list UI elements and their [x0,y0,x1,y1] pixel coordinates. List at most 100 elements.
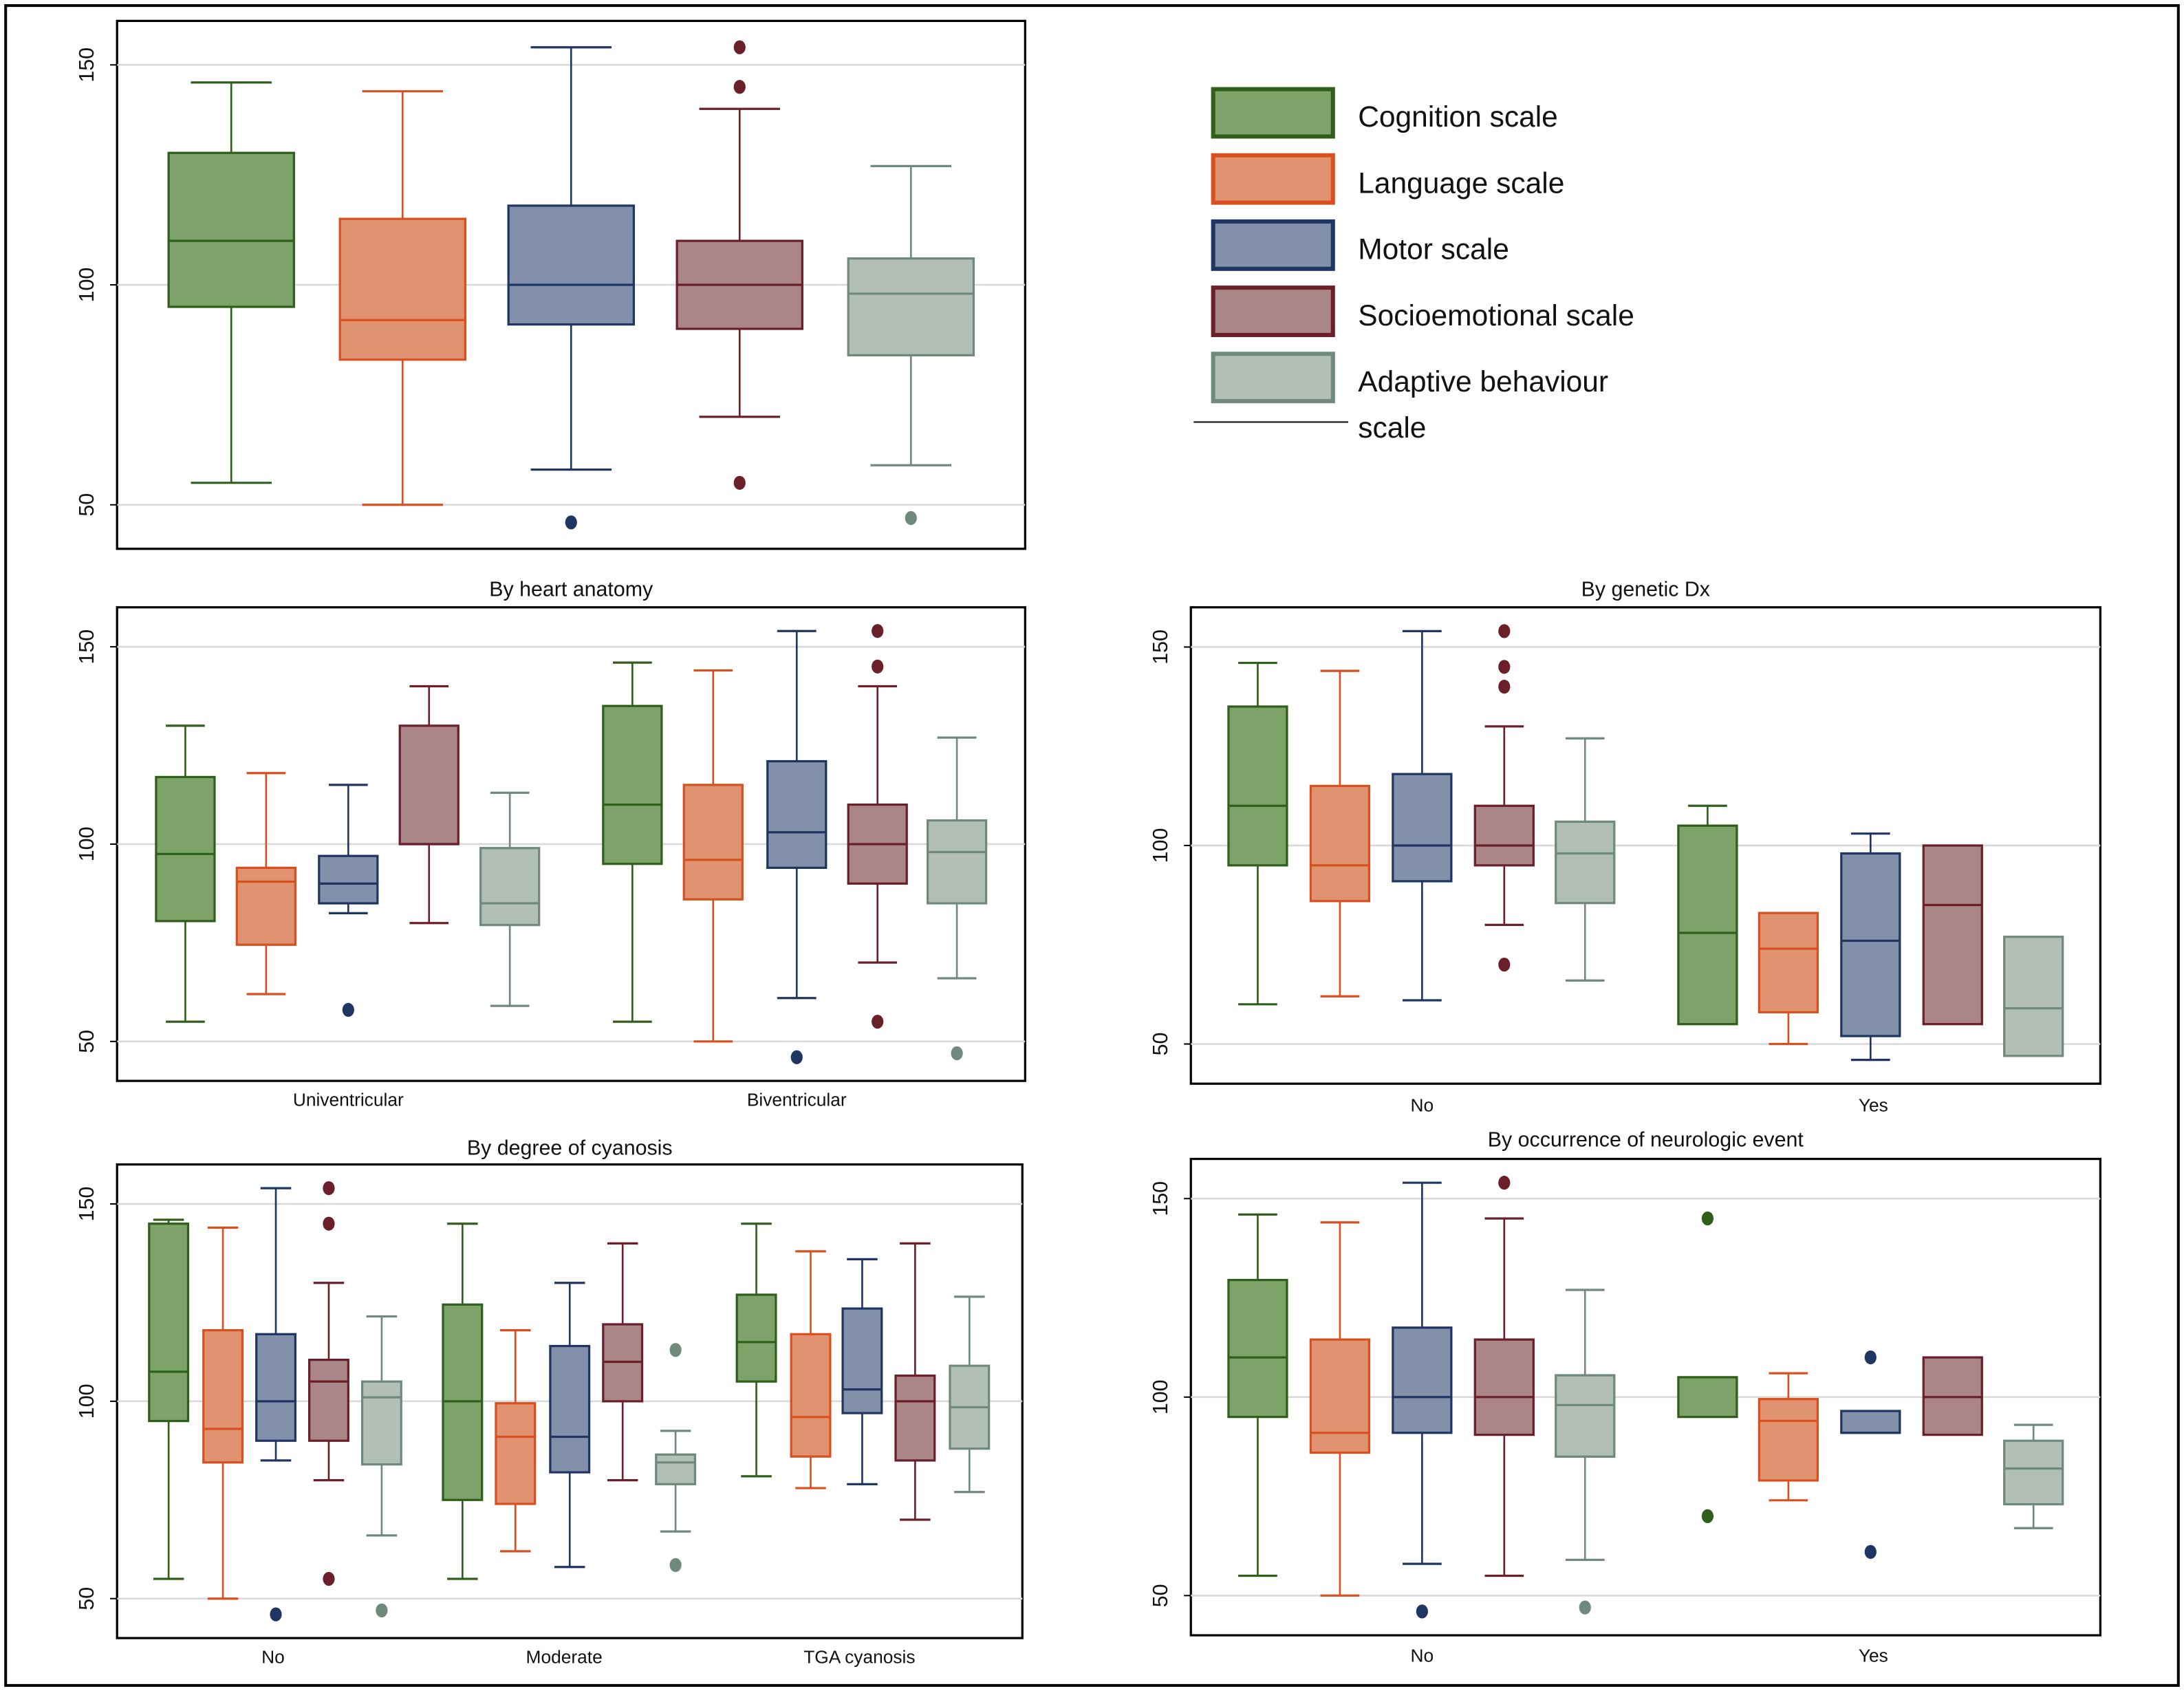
iqr-box [1309,784,1371,903]
iqr-box [1840,852,1901,1037]
box-language [790,1250,832,1489]
iqr-box [1309,1338,1371,1454]
x-tick-label: No [1411,1645,1434,1666]
box-cognition [148,1218,190,1580]
iqr-box [1758,912,1819,1013]
y-tick-label: 100 [1149,828,1172,863]
outlier-point [733,80,746,94]
y-tick-label: 50 [76,493,98,517]
box-socioemotional [1473,1176,1535,1577]
outlier-point [733,40,746,54]
box-adaptive [949,1295,991,1494]
box-cognition [442,1223,484,1580]
x-tick-label: Yes [1859,1095,1888,1116]
iqr-box [549,1344,591,1474]
box-socioemotional [675,40,803,490]
y-tick-label: 100 [76,827,98,862]
x-tick-label: Biventricular [747,1090,847,1110]
x-tick-label: No [261,1647,285,1668]
iqr-box [202,1328,244,1464]
y-tick-label: 150 [76,629,98,665]
outlier-point [1416,1604,1428,1619]
box-socioemotional [602,1242,644,1482]
outlier-point [733,475,746,490]
iqr-box [1922,844,1983,1026]
iqr-box [1555,1374,1616,1458]
panel-title: By genetic Dx [1581,579,1710,601]
iqr-box [2003,1439,2064,1506]
iqr-box [1473,1338,1535,1436]
legend-label: Socioemotional scale [1358,300,1634,332]
box-language [1309,669,1371,998]
y-tick-label: 100 [76,1384,98,1419]
box-socioemotional [1922,1356,1983,1436]
legend-swatch [1211,219,1335,271]
legend-label: Motor scale [1358,234,1509,266]
iqr-box [847,257,975,356]
iqr-box [255,1333,296,1442]
legend-swatch [1211,286,1335,337]
outlier-point [872,1015,884,1029]
outlier-point [905,510,917,526]
box-socioemotional [847,624,908,1029]
outlier-point [270,1607,282,1622]
iqr-box [1555,820,1616,905]
outlier-point [1701,1211,1714,1226]
iqr-box [338,217,466,361]
outlier-point [669,1558,682,1573]
box-language [1758,912,1819,1046]
box-adaptive [655,1343,697,1573]
iqr-box [790,1333,832,1458]
legend-label: Language scale [1358,167,1564,200]
iqr-box [1840,1410,1901,1434]
iqr-box [1677,824,1738,1026]
iqr-box [841,1307,883,1414]
box-adaptive [847,164,975,526]
chart-panel-2: 50 100 150 By genetic Dx No Yes [1149,579,2102,1116]
legend-label: Adaptive behaviour [1358,366,1608,398]
box-cognition [1227,1213,1288,1577]
iqr-box [398,724,459,846]
box-motor [318,784,379,1017]
box-language [202,1226,244,1600]
legend-label: Cognition scale [1358,101,1558,133]
chart-panel-3: 50 100 150 By degree of cyanosis No Moderate T… [76,1137,1024,1668]
outlier-point [323,1181,335,1196]
iqr-box [507,204,635,326]
iqr-box [155,775,216,923]
y-tick-label: 50 [1149,1584,1172,1607]
outlier-point [790,1050,803,1064]
box-cognition [602,661,663,1023]
outlier-point [1864,1544,1877,1559]
box-motor [1392,629,1453,1002]
iqr-box [360,1380,402,1466]
iqr-box [602,704,663,865]
box-cognition [155,724,216,1023]
iqr-box [479,847,541,927]
panel-title: By degree of cyanosis [467,1137,673,1159]
x-tick-label: No [1411,1095,1434,1116]
chart-panel-0: 50 100 150 [76,19,1026,550]
panel-title: By heart anatomy [489,579,653,601]
x-tick-label: Moderate [526,1647,603,1668]
box-adaptive [926,736,988,1061]
outlier-point [872,659,884,674]
chart-panel-4: 50 100 150 By occurrence of neurologic even… [1149,1128,2102,1666]
iqr-box [894,1374,936,1462]
outlier-point [951,1046,963,1061]
outlier-point [1579,1600,1591,1615]
outlier-point [1498,660,1511,674]
y-tick-label: 100 [1149,1379,1172,1414]
y-tick-label: 150 [1149,629,1172,665]
box-socioemotional [1473,624,1535,972]
box-motor [766,629,828,1064]
iqr-box [766,760,828,870]
iqr-box [235,866,296,946]
box-motor [549,1282,591,1569]
panel-title: By occurrence of neurologic event [1488,1128,1804,1151]
y-tick-label: 50 [76,1030,98,1053]
iqr-box [1758,1398,1819,1482]
box-adaptive [1555,737,1616,982]
y-tick-label: 150 [76,1187,98,1222]
